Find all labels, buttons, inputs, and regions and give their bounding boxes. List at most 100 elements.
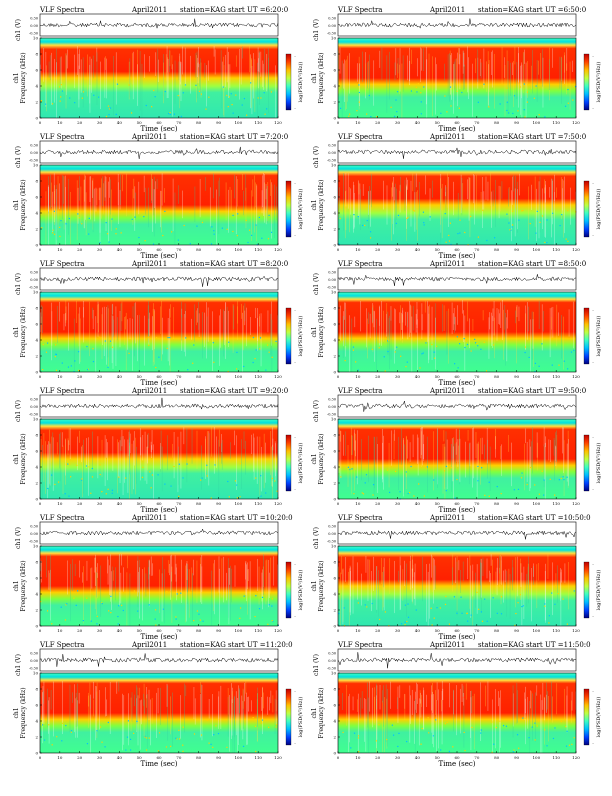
panel-7: VLF Spectra April2011 station=KAG start UT … [13,387,304,514]
spectrogram-speckle [488,481,490,483]
spectrogram-speckle [575,85,577,88]
spectrogram-speckle [226,94,228,97]
panel-header-title: VLF Spectra [337,641,382,649]
x-tick-label: 60 [454,628,460,633]
spectrogram-speckle [129,738,132,740]
spectrogram-speckle [98,338,100,340]
spectrogram-speckle [528,356,530,359]
waveform-tick-label: -0.30 [29,667,38,671]
spectrogram-speckle [520,477,523,479]
spectrogram-speckle [452,746,454,748]
y-tick-label: 0 [35,497,38,502]
spectrogram-speckle [193,344,195,346]
y-tick-label: 4 [333,592,336,597]
spectrogram-speckle [499,103,501,105]
panel-8: VLF Spectra April2011 station=KAG start UT … [311,387,602,514]
spectrogram-speckle [404,624,406,626]
spectrogram-speckle [51,103,54,105]
spectrogram-speckle [81,478,83,480]
spectrogram-speckle [198,613,200,615]
spectrogram-speckle [111,346,114,348]
spectrogram-speckle [74,360,76,362]
waveform-tick-label: 0.30 [30,271,38,275]
spectrogram-speckle [459,343,461,345]
spectrogram-speckle [144,240,146,242]
spectrogram-speckle [366,606,368,608]
spectrogram-speckle [358,101,360,103]
spectrogram-speckle [268,604,270,606]
waveform-tick-label: -0.30 [327,667,336,671]
spectrogram-speckle [552,212,554,214]
spectrogram-speckle [554,727,556,729]
spectrogram-speckle [561,214,563,216]
spectrogram-speckle [101,491,103,493]
y-tick-label: 10 [331,290,337,295]
spectrogram-speckle [258,216,260,219]
spectrogram-image [40,546,278,626]
spectrogram-speckle [566,730,568,732]
spectrogram-speckle [538,365,540,367]
spectrogram-speckle [144,736,146,738]
panel-header-date: April2011 [131,260,167,268]
spectrogram-speckle [521,210,523,212]
spectrogram-speckle [423,224,425,226]
spectrogram-speckle [386,738,388,741]
spectrogram-speckle [488,495,490,497]
spectrogram-speckle [271,605,273,607]
spectrogram-speckle [261,237,263,239]
spectrogram-speckle [431,343,433,346]
spectrogram-speckle [357,735,360,737]
spectrogram-speckle [512,112,514,115]
y-tick-label: 4 [333,719,336,724]
spectrogram-speckle [107,488,109,490]
x-tick-label: 10 [355,501,361,506]
spectrogram-speckle [60,83,62,86]
x-tick-label: 10 [355,755,361,760]
panel-header-station: station=KAG [478,133,524,141]
spectrogram-speckle [467,620,469,622]
spectrogram-speckle [265,369,267,371]
spectrogram-speckle [435,345,438,347]
x-axis-label: Time (sec) [140,379,177,387]
spectrogram-speckle [541,343,543,345]
panel-header-station: station=KAG [478,260,524,268]
spectrogram-speckle [352,346,355,348]
spectrogram-speckle [192,362,194,364]
waveform-tick-label: 0.00 [328,278,336,282]
colorbar-label: log(PSD(V²/Hz)) [595,316,602,357]
spectrogram-speckle [524,116,526,118]
y-tick-label: 10 [33,544,39,549]
x-tick-label: 10 [57,374,63,379]
waveform-trace [337,18,577,29]
spectrogram-speckle [133,590,135,592]
x-tick-label: 30 [395,755,401,760]
spectrogram-speckle [495,726,497,729]
spectrogram-speckle [227,480,229,483]
spectrogram-speckle [228,96,230,98]
spectrogram-speckle [516,734,519,736]
spectrogram-speckle [342,339,344,341]
y-tick-label: 2 [35,735,38,740]
spectrogram-speckle [518,219,520,221]
spectrogram-ylabel-channel: ch1 [13,707,20,718]
x-tick-label: 100 [533,247,541,252]
spectrogram-speckle [246,114,248,116]
y-tick-label: 4 [333,211,336,216]
spectrogram-speckle [199,619,201,621]
y-tick-label: 8 [333,687,336,692]
spectrogram-speckle [538,493,540,495]
spectrogram-speckle [158,356,160,358]
spectrogram-speckle [428,732,430,734]
x-tick-label: 100 [533,501,541,506]
spectrogram-speckle [55,344,57,346]
spectrogram-speckle [177,94,179,97]
waveform-tick-label: 0.00 [328,532,336,536]
spectrogram-speckle [573,737,575,739]
spectrogram-image [338,419,576,499]
spectrogram-speckle [261,719,264,721]
x-tick-label: 100 [533,628,541,633]
spectrogram-speckle [122,609,124,612]
spectrogram-speckle [254,358,256,360]
spectrogram-ylabel: Frequency (kHz) [318,306,325,357]
